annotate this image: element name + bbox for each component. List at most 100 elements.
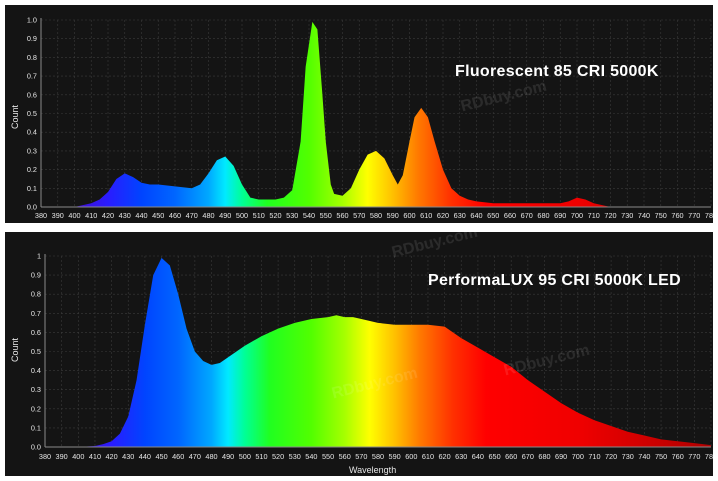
x-tick-label: 400 <box>72 452 84 461</box>
x-tick-label: 550 <box>320 211 332 220</box>
x-tick-label: 480 <box>205 452 217 461</box>
x-tick-label: 580 <box>372 452 384 461</box>
y-tick-label: 0.3 <box>31 385 41 394</box>
x-tick-label: 460 <box>172 452 184 461</box>
fluorescent-spectrum-chart: 380 390 400 410 420 430 440 450 460 470 480 490 500 5… <box>5 5 713 223</box>
fluorescent-chart-title: Fluorescent 85 CRI 5000K <box>455 63 659 80</box>
x-tick-label: 380 <box>39 452 51 461</box>
x-tick-label: 690 <box>555 452 567 461</box>
x-tick-label: 520 <box>272 452 284 461</box>
x-tick-label: 610 <box>420 211 432 220</box>
x-tick-label: 610 <box>422 452 434 461</box>
x-tick-label: 550 <box>322 452 334 461</box>
x-tick-label: 730 <box>621 211 633 220</box>
y-tick-label: 0.4 <box>31 366 41 375</box>
x-tick-label: 780 <box>705 211 713 220</box>
y-tick-label: 0.6 <box>31 328 41 337</box>
x-tick-label: 670 <box>521 211 533 220</box>
x-tick-label: 700 <box>571 211 583 220</box>
y-tick-label: 0.0 <box>27 203 37 212</box>
x-tick-label: 380 <box>35 211 47 220</box>
x-tick-label: 680 <box>538 452 550 461</box>
x-tick-labels: 380 390 400 410 420 430 440 450 460 470 480 490 500 5… <box>35 211 713 220</box>
x-tick-label: 570 <box>355 452 367 461</box>
x-tick-label: 500 <box>239 452 251 461</box>
performalux-spectrum-chart: 380 390 400 410 420 430 440 450 460 470 480 490 500 5… <box>5 232 713 476</box>
x-tick-label: 740 <box>638 211 650 220</box>
x-tick-label: 460 <box>169 211 181 220</box>
x-tick-label: 770 <box>688 452 700 461</box>
x-tick-label: 620 <box>437 211 449 220</box>
performalux-chart-title: PerformaLUX 95 CRI 5000K LED <box>428 272 681 289</box>
x-tick-label: 430 <box>119 211 131 220</box>
x-tick-label: 780 <box>705 452 713 461</box>
y-tick-labels: 0.0 0.1 0.2 0.3 0.4 0.5 0.6 0.7 0.8 0.9 1.0 <box>27 16 37 212</box>
x-tick-label: 470 <box>186 211 198 220</box>
x-tick-label: 660 <box>504 211 516 220</box>
x-tick-label: 590 <box>387 211 399 220</box>
x-tick-label: 450 <box>155 452 167 461</box>
y-tick-label: 1 <box>37 252 41 261</box>
x-tick-label: 710 <box>588 211 600 220</box>
performalux-chart-canvas: 380 390 400 410 420 430 440 450 460 470 480 490 500 5… <box>31 252 713 462</box>
y-tick-label: 1.0 <box>27 16 37 25</box>
x-tick-label: 530 <box>286 211 298 220</box>
y-tick-label: 0.1 <box>31 423 41 432</box>
y-tick-label: 0.2 <box>27 165 37 174</box>
x-tick-label: 680 <box>537 211 549 220</box>
x-tick-label: 690 <box>554 211 566 220</box>
y-tick-label: 0.4 <box>27 128 37 137</box>
performalux-x-axis-label: Wavelength <box>349 465 397 475</box>
spectrum-area <box>41 21 711 208</box>
x-tick-label: 570 <box>353 211 365 220</box>
x-tick-label: 400 <box>68 211 80 220</box>
x-tick-label: 410 <box>89 452 101 461</box>
x-tick-label: 720 <box>604 211 616 220</box>
x-tick-label: 520 <box>269 211 281 220</box>
x-tick-label: 650 <box>487 211 499 220</box>
fluorescent-y-axis-label: Count <box>10 104 21 130</box>
y-tick-label: 0.1 <box>27 184 37 193</box>
x-tick-label: 630 <box>454 211 466 220</box>
y-tick-label: 0.6 <box>27 90 37 99</box>
y-tick-label: 0.5 <box>31 347 41 356</box>
x-tick-label: 720 <box>605 452 617 461</box>
x-tick-label: 640 <box>470 211 482 220</box>
x-tick-label: 750 <box>655 211 667 220</box>
x-tick-label: 450 <box>152 211 164 220</box>
y-tick-label: 0.0 <box>31 443 41 452</box>
x-tick-label: 760 <box>672 452 684 461</box>
x-tick-label: 760 <box>671 211 683 220</box>
y-tick-label: 0.9 <box>31 271 41 280</box>
x-tick-label: 600 <box>405 452 417 461</box>
y-tick-label: 0.7 <box>31 309 41 318</box>
x-tick-label: 620 <box>439 452 451 461</box>
y-tick-labels: 0.0 0.1 0.2 0.3 0.4 0.5 0.6 0.7 0.8 0.9 1 <box>31 252 41 452</box>
x-tick-label: 440 <box>135 211 147 220</box>
x-tick-label: 490 <box>219 211 231 220</box>
x-tick-label: 500 <box>236 211 248 220</box>
spectrum-area <box>45 257 711 447</box>
fluorescent-chart-canvas: 380 390 400 410 420 430 440 450 460 470 480 490 500 5… <box>27 16 713 221</box>
y-tick-label: 0.3 <box>27 146 37 155</box>
x-tick-label: 560 <box>339 452 351 461</box>
x-tick-label: 560 <box>336 211 348 220</box>
x-tick-label: 770 <box>688 211 700 220</box>
x-tick-label: 700 <box>572 452 584 461</box>
x-tick-label: 510 <box>255 452 267 461</box>
y-tick-label: 0.9 <box>27 34 37 43</box>
x-tick-label: 410 <box>85 211 97 220</box>
x-tick-label: 590 <box>389 452 401 461</box>
x-tick-label: 660 <box>505 452 517 461</box>
x-tick-label: 740 <box>638 452 650 461</box>
x-tick-label: 530 <box>289 452 301 461</box>
x-tick-label: 470 <box>189 452 201 461</box>
performalux-y-axis-label: Count <box>10 337 21 363</box>
x-tick-label: 440 <box>139 452 151 461</box>
x-tick-label: 750 <box>655 452 667 461</box>
x-tick-label: 480 <box>202 211 214 220</box>
x-tick-label: 430 <box>122 452 134 461</box>
x-tick-label: 390 <box>52 211 64 220</box>
x-tick-label: 490 <box>222 452 234 461</box>
x-tick-label: 730 <box>622 452 634 461</box>
